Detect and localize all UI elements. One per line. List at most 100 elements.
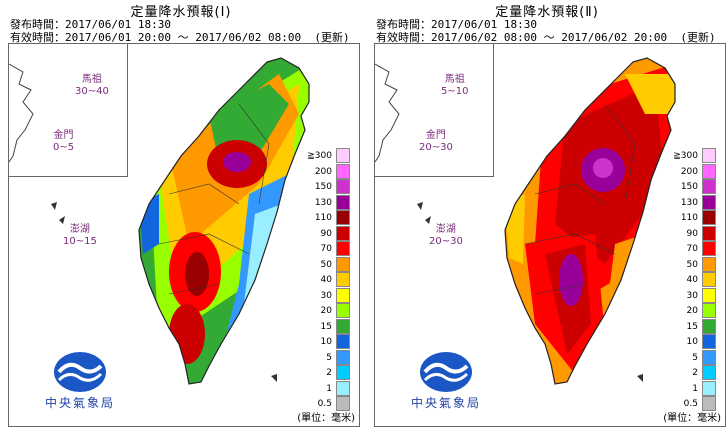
legend-tick-label: 30 [320, 290, 332, 301]
legend-tick-label: 15 [686, 321, 698, 332]
legend-swatch [702, 396, 716, 411]
legend-tick-label: 1 [692, 383, 698, 394]
legend-swatch [336, 272, 350, 287]
matsu-range: 30~40 [75, 86, 109, 97]
legend-tick-label: 5 [692, 352, 698, 363]
legend-swatch [336, 148, 350, 163]
legend-tick-label: 0.5 [317, 399, 332, 409]
matsu-label: 馬祖 5~10 [441, 74, 468, 98]
penghu-range: 20~30 [429, 236, 463, 247]
legend-swatch [702, 334, 716, 349]
legend-swatch [702, 365, 716, 380]
legend-tick-label: 200 [680, 166, 698, 177]
logo-text: 中央氣象局 [44, 396, 115, 410]
taiwan-rainfall-map [375, 57, 676, 385]
matsu-name: 馬祖 [81, 74, 102, 85]
legend-swatch [702, 148, 716, 163]
taiwan-rainfall-map [9, 57, 310, 385]
legend-tick-label: 40 [686, 275, 698, 285]
legend-tick-label: 2 [692, 368, 698, 378]
legend-tick-label: 70 [686, 244, 698, 254]
legend-swatch [336, 241, 350, 256]
cwb-logo: 中央氣象局 [35, 350, 125, 420]
legend-tick-label: 90 [320, 228, 332, 239]
legend-tick-label: 0.5 [683, 399, 698, 409]
penghu-range: 10~15 [63, 236, 97, 247]
penghu-label: 澎湖 20~30 [429, 224, 463, 248]
legend-tick-label: 20 [320, 306, 332, 316]
legend-tick-label: ≧300 [307, 151, 332, 161]
legend-swatch [336, 334, 350, 349]
legend-swatch [702, 380, 716, 396]
legend-tick-label: 5 [326, 352, 332, 363]
kinmen-label: 金門 20~30 [419, 130, 453, 154]
legend-swatch [336, 194, 350, 210]
islands-inset [375, 44, 494, 177]
kinmen-name: 金門 [425, 130, 446, 141]
cwb-logo: 中央氣象局 [401, 350, 491, 420]
issue-time: 發布時間：2017/06/01 18:30 [376, 18, 537, 31]
legend-swatch [702, 241, 716, 256]
panel-title: 定量降水預報(Ⅱ) [495, 5, 599, 20]
penghu-name: 澎湖 [435, 224, 456, 235]
legend-tick-label: 30 [686, 290, 698, 301]
forecast-panel-2: 定量降水預報(Ⅱ) 發布時間：2017/06/01 18:30 有效時間：201… [368, 0, 726, 430]
legend-tick-label: 90 [686, 228, 698, 239]
legend-swatch [702, 349, 716, 365]
legend-swatch [702, 163, 716, 179]
legend-tick-label: 10 [320, 337, 332, 347]
islands-inset [9, 44, 128, 177]
matsu-label: 馬祖 30~40 [75, 74, 109, 98]
map-frame: 馬祖 30~40 金門 0~5 澎湖 10~15 中央氣象局 ≧300 200 15… [8, 43, 360, 427]
legend-tick-label: 70 [320, 244, 332, 254]
legend-tick-label: 10 [686, 337, 698, 347]
kinmen-name: 金門 [53, 130, 74, 141]
legend-tick-label: 20 [686, 306, 698, 316]
legend-swatch [336, 225, 350, 241]
unit-label: (單位：毫米) [663, 413, 721, 424]
legend-swatch [702, 256, 716, 272]
legend-tick-label: 15 [320, 321, 332, 332]
legend-tick-label: 40 [320, 275, 332, 285]
legend-swatch [336, 349, 350, 365]
kinmen-label: 金門 0~5 [53, 130, 74, 154]
legend-tick-label: 50 [686, 259, 698, 270]
legend-tick-label: 1 [326, 383, 332, 394]
issue-time: 發布時間：2017/06/01 18:30 [10, 18, 171, 31]
legend-tick-label: ≧300 [673, 151, 698, 161]
legend-tick-label: 150 [314, 182, 332, 192]
unit-label: (單位：毫米) [297, 413, 355, 424]
legend-swatch [702, 179, 716, 194]
map-frame: 馬祖 5~10 金門 20~30 澎湖 20~30 中央氣象局 ≧300 200 1… [374, 43, 726, 427]
kinmen-range: 0~5 [53, 142, 75, 153]
legend-swatch [336, 396, 350, 411]
legend-swatch [702, 272, 716, 287]
legend-tick-label: 150 [680, 182, 698, 192]
penghu-name: 澎湖 [69, 224, 90, 235]
legend-tick-label: 130 [314, 197, 332, 208]
matsu-range: 5~10 [441, 86, 469, 97]
forecast-panel-1: 定量降水預報(Ⅰ) 發布時間：2017/06/01 18:30 有效時間：201… [2, 0, 360, 430]
legend-swatch [336, 163, 350, 179]
legend-swatch [336, 179, 350, 194]
legend-swatch [702, 210, 716, 225]
legend-tick-label: 110 [314, 213, 332, 223]
legend-swatch [702, 287, 716, 303]
legend-swatch [702, 303, 716, 318]
legend-swatch [336, 365, 350, 380]
cloud-logo-icon [54, 352, 106, 392]
legend-tick-label: 130 [680, 197, 698, 208]
valid-time: 有效時間：2017/06/01 20:00 ～ 2017/06/02 08:00… [10, 31, 350, 44]
legend-swatch [702, 194, 716, 210]
kinmen-range: 20~30 [419, 142, 453, 153]
legend-swatch [336, 380, 350, 396]
legend-swatch [702, 318, 716, 334]
legend-swatch [336, 318, 350, 334]
legend-tick-label: 200 [314, 166, 332, 177]
legend-tick-label: 110 [680, 213, 698, 223]
penghu-label: 澎湖 10~15 [63, 224, 97, 248]
cloud-logo-icon [420, 352, 472, 392]
matsu-name: 馬祖 [444, 74, 465, 85]
legend-swatch [336, 303, 350, 318]
legend-swatch [336, 256, 350, 272]
